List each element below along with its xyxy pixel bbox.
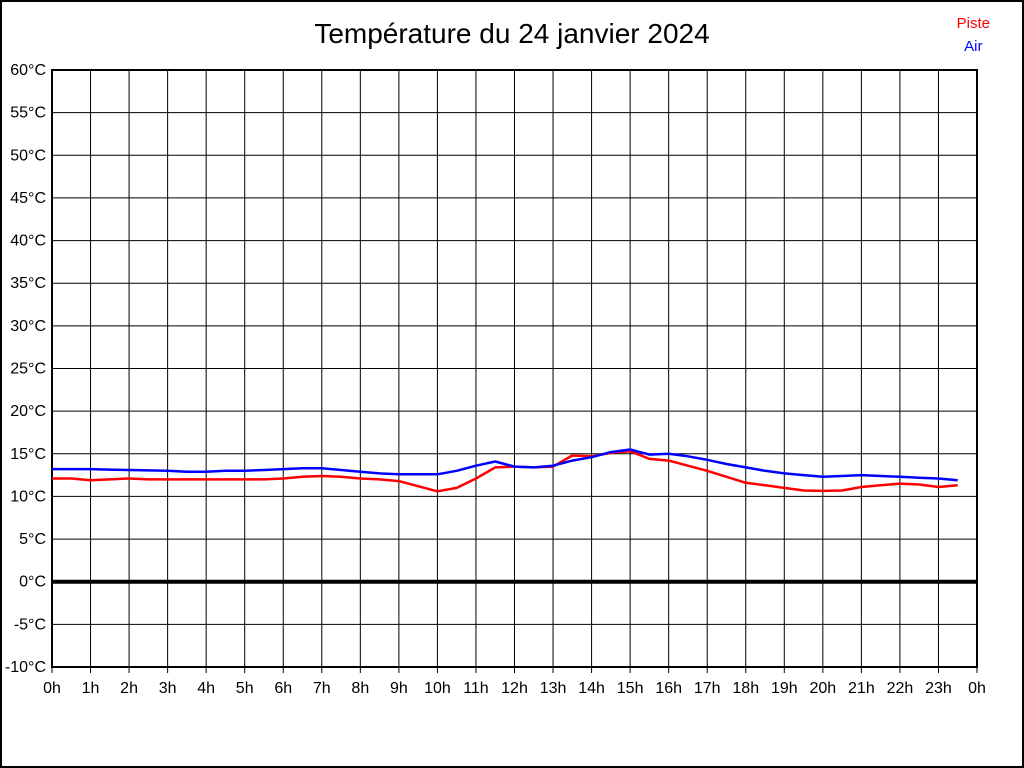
- x-axis-tick-label: 20h: [809, 680, 836, 697]
- x-axis-tick-label: 0h: [43, 680, 61, 697]
- y-axis-tick-label: 45°C: [10, 190, 46, 207]
- y-axis-tick-label: 50°C: [10, 147, 46, 164]
- plot-frame: [51, 69, 978, 668]
- y-axis-tick-label: -5°C: [14, 616, 46, 633]
- x-axis-tick-label: 7h: [313, 680, 331, 697]
- x-axis-tick-label: 9h: [390, 680, 408, 697]
- x-axis-tick-label: 0h: [968, 680, 986, 697]
- x-axis-tick-label: 14h: [578, 680, 605, 697]
- x-axis-tick-label: 16h: [655, 680, 682, 697]
- y-axis-tick-label: 60°C: [10, 62, 46, 79]
- y-axis-tick-label: 40°C: [10, 233, 46, 250]
- x-axis-tick-label: 1h: [82, 680, 100, 697]
- x-axis-tick-label: 12h: [501, 680, 528, 697]
- legend-item-air: Air: [964, 38, 983, 55]
- x-axis-tick-label: 3h: [159, 680, 177, 697]
- x-axis-tick-label: 10h: [424, 680, 451, 697]
- x-axis-tick-label: 6h: [274, 680, 292, 697]
- x-axis-tick-label: 17h: [694, 680, 721, 697]
- x-axis-tick-label: 4h: [197, 680, 215, 697]
- x-axis-tick-label: 19h: [771, 680, 798, 697]
- y-axis-tick-label: 55°C: [10, 105, 46, 122]
- y-axis-tick-label: 0°C: [19, 574, 46, 591]
- y-axis-tick-label: 15°C: [10, 446, 46, 463]
- series-line-air: [52, 448, 958, 482]
- x-axis-tick-label: 8h: [351, 680, 369, 697]
- series-line-piste: [52, 449, 958, 493]
- x-axis-tick-label: 18h: [732, 680, 759, 697]
- x-axis-tick-label: 2h: [120, 680, 138, 697]
- y-axis-tick-label: 5°C: [19, 531, 46, 548]
- y-axis-tick-label: 10°C: [10, 488, 46, 505]
- chart-title: Température du 24 janvier 2024: [314, 18, 710, 49]
- x-axis-tick-label: 13h: [540, 680, 567, 697]
- legend-item-piste: Piste: [956, 15, 990, 32]
- x-axis-tick-label: 21h: [848, 680, 875, 697]
- y-axis-tick-label: 35°C: [10, 275, 46, 292]
- x-axis-tick-label: 5h: [236, 680, 254, 697]
- x-axis-tick-label: 22h: [887, 680, 914, 697]
- x-axis-tick-label: 23h: [925, 680, 952, 697]
- x-axis-tick-label: 11h: [463, 680, 489, 697]
- x-axis-tick-label: 15h: [617, 680, 644, 697]
- y-axis-tick-label: 30°C: [10, 318, 46, 335]
- y-axis-tick-label: -10°C: [5, 659, 46, 676]
- y-axis-tick-label: 20°C: [10, 403, 46, 420]
- chart-legend: Piste Air: [957, 12, 990, 58]
- y-axis-tick-label: 25°C: [10, 361, 46, 378]
